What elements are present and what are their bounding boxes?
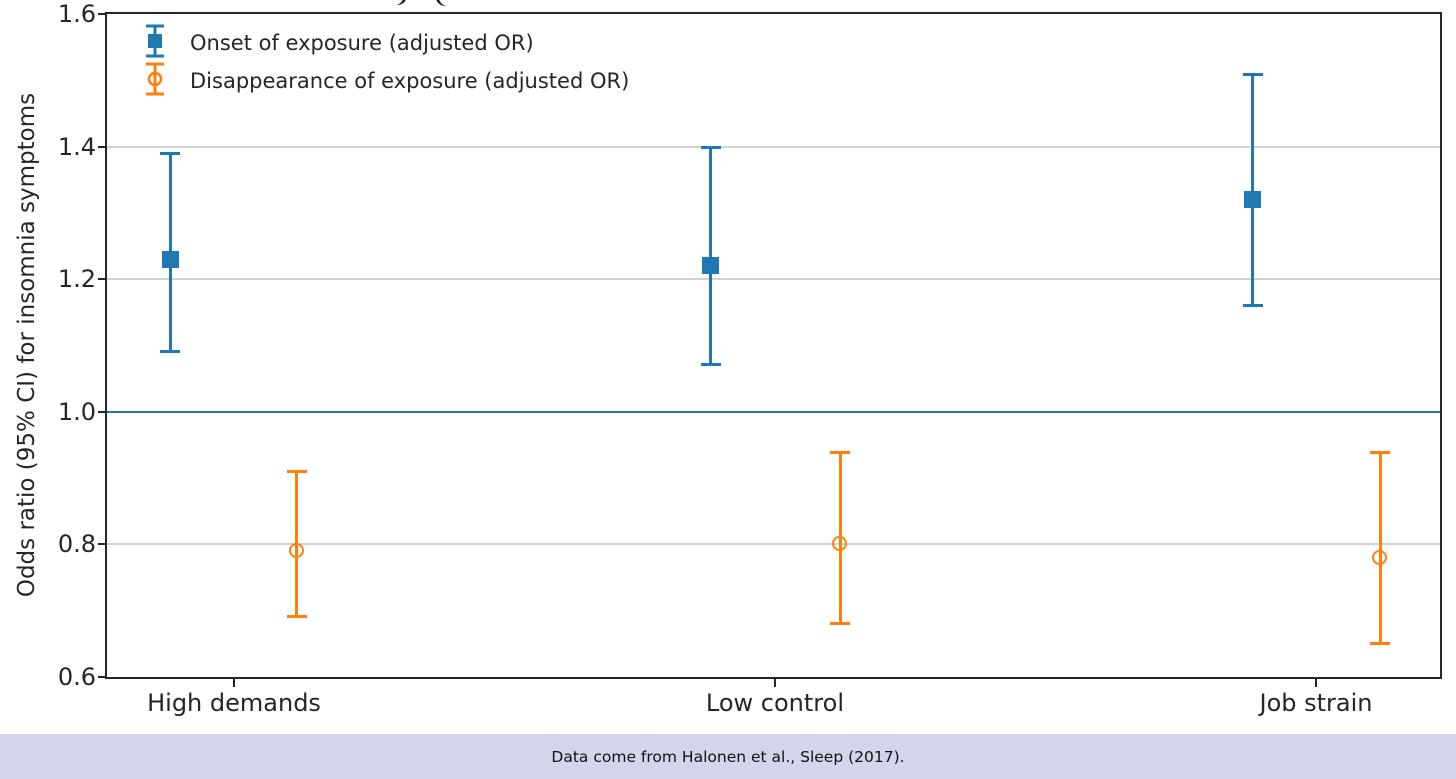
error-bar-cap-bottom xyxy=(830,621,851,625)
y-tick-label: 1.6 xyxy=(57,0,96,28)
legend-item: Disappearance of exposure (adjusted OR) xyxy=(142,62,629,100)
error-bar-cap-top xyxy=(700,145,721,149)
gridline xyxy=(107,278,1440,281)
marker-circle xyxy=(832,536,848,552)
clipped-title-fragment xyxy=(392,0,456,9)
y-tick-label: 0.6 xyxy=(57,663,96,691)
y-tick-label: 1.0 xyxy=(57,397,96,426)
legend-label: Disappearance of exposure (adjusted OR) xyxy=(190,69,630,93)
error-bar xyxy=(1242,72,1263,307)
title-fragment-glyph xyxy=(434,0,450,9)
gridline xyxy=(107,145,1440,148)
y-tick-mark xyxy=(98,145,107,148)
error-bar-cap-top xyxy=(830,450,851,454)
marker-square xyxy=(161,250,179,268)
error-bar-cap-top xyxy=(286,470,307,474)
marker-circle xyxy=(288,543,304,559)
errorbar-circle-icon xyxy=(142,60,168,102)
error-bar-cap-bottom xyxy=(286,615,307,619)
y-axis-label: Odds ratio (95% CI) for insomnia symptom… xyxy=(14,92,40,598)
y-tick-label: 0.8 xyxy=(57,530,96,559)
y-tick-label: 1.4 xyxy=(57,132,96,161)
y-tick-label: 1.2 xyxy=(57,265,96,294)
error-bar-cap-bottom xyxy=(160,350,181,354)
marker-circle xyxy=(1372,549,1387,565)
errorbar-square-icon xyxy=(142,22,168,64)
x-tick-mark xyxy=(773,679,776,687)
reference-line xyxy=(107,410,1440,413)
error-bar-cap-bottom xyxy=(700,363,721,367)
legend-item: Onset of exposure (adjusted OR) xyxy=(142,24,629,62)
error-bar xyxy=(1370,450,1390,645)
x-tick-mark xyxy=(1315,679,1318,687)
title-fragment-glyph xyxy=(394,0,408,8)
caption-text: Data come from Halonen et al., Sleep (20… xyxy=(551,747,905,766)
x-tick-label: High demands xyxy=(147,689,321,717)
error-bar-cap-bottom xyxy=(1370,641,1390,645)
y-tick-mark xyxy=(98,278,107,281)
error-bar xyxy=(700,145,721,367)
legend: Onset of exposure (adjusted OR) Disappear… xyxy=(142,24,629,100)
marker-square xyxy=(702,257,720,275)
caption-bar: Data come from Halonen et al., Sleep (20… xyxy=(0,734,1456,779)
gridline xyxy=(107,543,1440,546)
error-bar-line xyxy=(1378,451,1382,644)
y-tick-mark xyxy=(98,676,107,678)
marker-square xyxy=(1244,191,1262,209)
error-bar-cap-top xyxy=(1242,72,1263,76)
x-tick-label: Low control xyxy=(705,689,844,717)
error-bar-line xyxy=(709,146,713,366)
y-tick-mark xyxy=(98,13,107,15)
x-tick-mark xyxy=(233,679,236,687)
plot-area: Onset of exposure (adjusted OR) Disappear… xyxy=(107,14,1440,677)
y-tick-mark xyxy=(98,543,107,546)
error-bar-cap-top xyxy=(1370,450,1390,454)
y-tick-mark xyxy=(98,410,107,413)
error-bar-cap-bottom xyxy=(1242,303,1263,307)
legend-label: Onset of exposure (adjusted OR) xyxy=(190,31,534,55)
error-bar-cap-top xyxy=(160,152,181,156)
x-tick-label: Job strain xyxy=(1259,689,1373,717)
error-bar-line xyxy=(1251,73,1255,306)
